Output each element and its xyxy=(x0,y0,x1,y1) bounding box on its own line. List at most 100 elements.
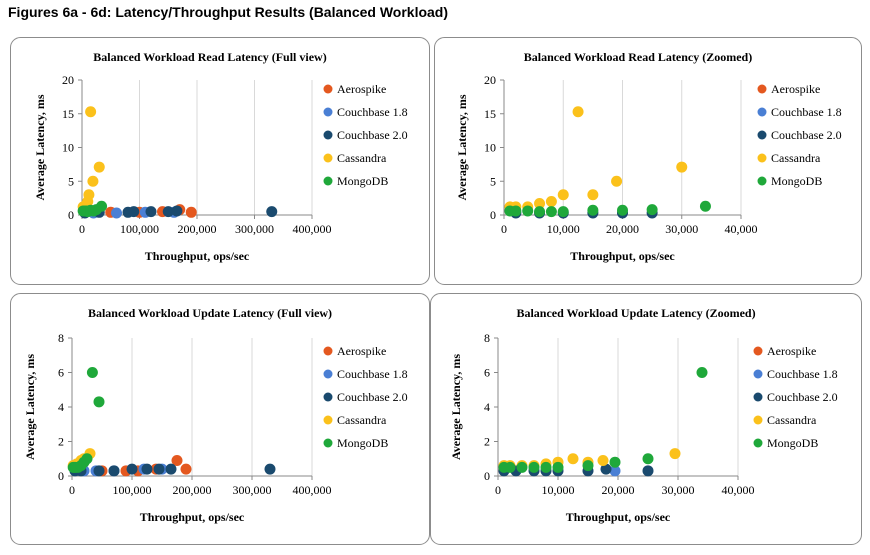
y-tick-label: 5 xyxy=(490,174,496,188)
legend-label-couchbase-1-8: Couchbase 1.8 xyxy=(337,367,408,381)
data-point-cassandra xyxy=(557,189,569,201)
data-point-aerospike xyxy=(171,454,183,466)
data-point-mongodb xyxy=(642,453,654,465)
y-axis-title: Average Latency, ms xyxy=(23,354,37,460)
x-tick-label: 100,000 xyxy=(120,222,159,236)
legend-marker-aerospike xyxy=(757,84,767,94)
data-point-mongodb xyxy=(646,204,658,216)
data-point-mongodb xyxy=(582,460,594,472)
chart-title: Balanced Workload Update Latency (Zoomed… xyxy=(516,306,755,320)
data-point-cassandra xyxy=(597,454,609,466)
data-point-mongodb xyxy=(552,461,564,473)
x-tick-label: 300,000 xyxy=(235,222,274,236)
legend-marker-cassandra xyxy=(323,153,333,163)
data-point-couchbase-2-0 xyxy=(600,463,612,475)
x-tick-label: 300,000 xyxy=(233,483,272,497)
y-tick-label: 15 xyxy=(62,107,74,121)
chart-read-full: Balanced Workload Read Latency (Full vie… xyxy=(10,37,430,285)
x-axis-title: Throughput, ops/sec xyxy=(566,510,671,524)
x-tick-label: 40,000 xyxy=(725,222,758,236)
data-point-couchbase-2-0 xyxy=(128,206,140,218)
data-point-aerospike xyxy=(185,206,197,218)
x-axis-title: Throughput, ops/sec xyxy=(570,249,675,263)
data-point-mongodb xyxy=(81,453,93,465)
chart-panel-read-zoomed: Balanced Workload Read Latency (Zoomed) 0… xyxy=(434,37,862,290)
legend-marker-couchbase-1-8 xyxy=(757,107,767,117)
legend-label-aerospike: Aerospike xyxy=(771,82,820,96)
legend-label-mongodb: MongoDB xyxy=(337,174,388,188)
x-tick-label: 10,000 xyxy=(542,483,575,497)
data-point-mongodb xyxy=(617,204,628,216)
data-point-couchbase-2-0 xyxy=(145,206,157,218)
data-point-couchbase-2-0 xyxy=(141,463,153,475)
x-tick-label: 200,000 xyxy=(173,483,212,497)
data-point-couchbase-1-8 xyxy=(111,207,122,219)
x-axis-title: Throughput, ops/sec xyxy=(140,510,245,524)
data-point-couchbase-2-0 xyxy=(108,465,120,477)
legend-label-couchbase-1-8: Couchbase 1.8 xyxy=(771,105,842,119)
legend-marker-couchbase-2-0 xyxy=(323,392,333,402)
chart-title: Balanced Workload Read Latency (Zoomed) xyxy=(524,50,752,64)
x-tick-label: 0 xyxy=(69,483,75,497)
x-tick-label: 400,000 xyxy=(293,222,332,236)
legend-label-couchbase-1-8: Couchbase 1.8 xyxy=(767,367,838,381)
x-tick-label: 0 xyxy=(79,222,85,236)
chart-title: Balanced Workload Update Latency (Full v… xyxy=(88,306,332,320)
y-tick-label: 0 xyxy=(58,469,64,483)
y-tick-label: 15 xyxy=(484,107,496,121)
data-point-mongodb xyxy=(86,367,98,378)
legend-marker-couchbase-1-8 xyxy=(323,107,333,117)
figure-title: Figures 6a - 6d: Latency/Throughput Resu… xyxy=(8,4,449,20)
legend-marker-couchbase-2-0 xyxy=(323,130,333,140)
y-tick-label: 2 xyxy=(484,435,490,449)
data-point-mongodb xyxy=(522,205,534,217)
legend-marker-couchbase-1-8 xyxy=(323,369,333,379)
x-tick-label: 20,000 xyxy=(602,483,635,497)
data-point-couchbase-2-0 xyxy=(165,463,177,475)
data-point-mongodb xyxy=(557,206,569,218)
data-point-couchbase-1-8 xyxy=(609,465,621,477)
legend-marker-couchbase-1-8 xyxy=(753,369,763,379)
chart-read-zoomed: Balanced Workload Read Latency (Zoomed) 0… xyxy=(434,37,862,285)
x-tick-label: 400,000 xyxy=(293,483,332,497)
y-tick-label: 8 xyxy=(58,331,64,345)
legend-marker-cassandra xyxy=(753,415,763,425)
data-point-cassandra xyxy=(85,106,97,118)
legend-label-couchbase-2-0: Couchbase 2.0 xyxy=(337,128,408,142)
legend-marker-aerospike xyxy=(753,346,763,356)
y-tick-label: 10 xyxy=(62,141,74,155)
y-tick-label: 20 xyxy=(62,73,74,87)
y-axis-title: Average Latency, ms xyxy=(455,94,469,200)
data-point-mongodb xyxy=(510,205,522,217)
x-tick-label: 0 xyxy=(495,483,501,497)
data-point-cassandra xyxy=(534,198,546,210)
legend-marker-couchbase-2-0 xyxy=(757,130,767,140)
data-point-mongodb xyxy=(609,456,621,468)
legend-label-couchbase-2-0: Couchbase 2.0 xyxy=(767,390,838,404)
legend-label-mongodb: MongoDB xyxy=(771,174,822,188)
data-point-couchbase-2-0 xyxy=(162,206,174,218)
y-tick-label: 20 xyxy=(484,73,496,87)
x-tick-label: 100,000 xyxy=(113,483,152,497)
y-tick-label: 4 xyxy=(58,400,64,414)
legend-label-aerospike: Aerospike xyxy=(767,344,816,358)
data-point-cassandra xyxy=(87,175,99,187)
chart-panel-update-full: Balanced Workload Update Latency (Full v… xyxy=(10,293,430,550)
data-point-couchbase-2-0 xyxy=(171,205,183,217)
x-tick-label: 30,000 xyxy=(665,222,698,236)
data-point-mongodb xyxy=(504,461,516,473)
data-point-couchbase-2-0 xyxy=(266,206,278,218)
data-point-cassandra xyxy=(545,196,557,207)
y-tick-label: 0 xyxy=(68,208,74,222)
data-point-couchbase-2-0 xyxy=(264,463,276,475)
y-tick-label: 0 xyxy=(484,469,490,483)
legend-label-couchbase-2-0: Couchbase 2.0 xyxy=(771,128,842,142)
chart-title: Balanced Workload Read Latency (Full vie… xyxy=(93,50,326,64)
data-point-couchbase-2-0 xyxy=(642,465,654,477)
legend-marker-cassandra xyxy=(323,415,333,425)
legend-label-cassandra: Cassandra xyxy=(767,413,817,427)
legend-label-cassandra: Cassandra xyxy=(771,151,821,165)
legend-label-cassandra: Cassandra xyxy=(337,413,387,427)
legend-marker-mongodb xyxy=(753,438,763,448)
chart-border xyxy=(434,37,862,285)
